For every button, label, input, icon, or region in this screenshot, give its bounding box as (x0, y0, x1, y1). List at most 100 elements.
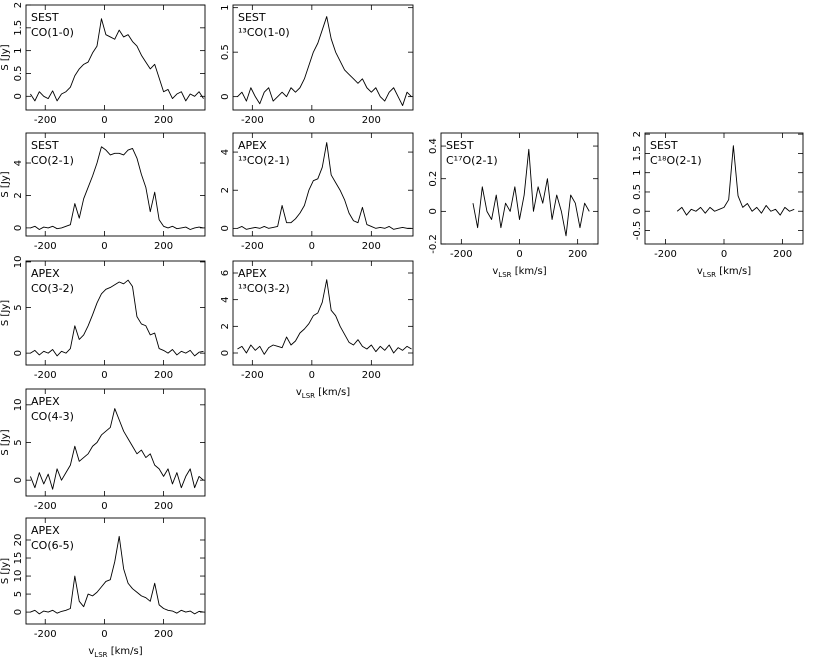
y-tick-label: 0.5 (632, 184, 643, 200)
panel-subtitle: CO(6-5) (31, 539, 74, 552)
x-tick-label: 0 (309, 115, 315, 126)
panel-subtitle: C¹⁷O(2-1) (446, 154, 498, 167)
x-tick-label: -200 (34, 115, 57, 126)
y-tick-label: 0 (220, 350, 231, 356)
x-tick-label: 0 (101, 501, 107, 512)
spectrum-line (30, 408, 204, 490)
panel-title: APEX (31, 524, 60, 537)
panel-title: APEX (238, 267, 267, 280)
x-tick-label: 200 (154, 241, 173, 252)
y-tick-label: 0.4 (428, 138, 439, 154)
plot-frame (25, 517, 206, 625)
x-tick-label: -200 (34, 629, 57, 640)
plot-frame (232, 4, 414, 111)
x-axis-label-symbol: v (296, 387, 302, 398)
panel-title: SEST (650, 139, 678, 152)
x-axis-label-unit: [km/s] (315, 387, 350, 398)
y-tick-label: 0.5 (220, 44, 231, 60)
x-tick-label: -200 (241, 370, 264, 381)
y-axis-label: S [Jy] (0, 300, 11, 326)
x-tick-label: 200 (362, 115, 381, 126)
y-tick-label: 0 (13, 93, 24, 99)
spectrum-line (472, 148, 590, 237)
plot-frame (25, 4, 206, 111)
y-tick-label: 1 (632, 170, 643, 176)
spectrum-line (237, 279, 412, 355)
spectrum-line (676, 145, 795, 216)
y-tick-label: -0.5 (632, 221, 643, 241)
x-axis-label-subscript: LSR (302, 392, 315, 400)
panel-subtitle: C¹⁸O(2-1) (650, 154, 702, 167)
y-tick-label: 0 (220, 225, 231, 231)
y-tick-label: 0 (13, 609, 24, 615)
y-tick-label: 15 (13, 552, 24, 565)
y-tick-label: -0.2 (428, 234, 439, 254)
panel: -200 0 200 0 5 10 15 20 APEX CO(6-5) S [Jy] vLSR [k… (0, 517, 206, 659)
y-tick-label: 0 (13, 225, 24, 231)
x-axis-label: vLSR [km/s] (492, 266, 546, 279)
y-tick-label: 0 (428, 208, 439, 214)
panel-title: APEX (31, 395, 60, 408)
x-tick-label: 200 (773, 249, 792, 260)
spectrum-line (30, 146, 204, 230)
x-axis-label-unit: [km/s] (108, 646, 143, 657)
x-axis-label-unit: [km/s] (716, 266, 751, 277)
x-tick-label: 200 (154, 629, 173, 640)
y-tick-label: 2 (220, 323, 231, 329)
panel: -200 0 200 0 2 4 APEX ¹³CO(2-1) (220, 132, 414, 252)
plot-frame (232, 132, 414, 237)
x-tick-label: 200 (568, 249, 587, 260)
spectrum-line (30, 535, 204, 615)
spectrum-line (237, 142, 412, 230)
y-tick-label: 0 (13, 350, 24, 356)
panel-subtitle: CO(1-0) (31, 26, 74, 39)
y-axis-label: S [Jy] (0, 171, 11, 197)
x-tick-label: 200 (154, 501, 173, 512)
panel: -200 0 200 0 5 10 APEX CO(4-3) S [Jy] (0, 388, 206, 512)
panel-title: SEST (31, 11, 59, 24)
panel: -200 0 200 -0.5 0 0.5 1 1.5 2 SEST C¹⁸O(2-1) vLSR [… (632, 131, 804, 279)
y-tick-label: 5 (13, 439, 24, 445)
x-tick-label: -200 (34, 501, 57, 512)
y-axis-label: S [Jy] (0, 44, 11, 70)
y-tick-label: 0 (632, 208, 643, 214)
x-axis-label: vLSR [km/s] (88, 646, 142, 659)
x-tick-label: 0 (516, 249, 522, 260)
x-tick-label: 200 (362, 241, 381, 252)
plot-frame (25, 132, 206, 237)
panel: -200 0 200 0 0.5 1 SEST ¹³CO(1-0) (220, 4, 414, 126)
y-tick-label: 2 (13, 192, 24, 198)
y-tick-label: 5 (13, 591, 24, 597)
x-axis-label-symbol: v (492, 266, 498, 277)
y-axis-label: S [Jy] (0, 429, 11, 455)
y-tick-label: 1 (13, 47, 24, 53)
plot-frame (25, 260, 206, 366)
y-tick-label: 0.2 (428, 171, 439, 187)
x-tick-label: 200 (154, 370, 173, 381)
y-tick-label: 10 (13, 398, 24, 411)
panel-subtitle: ¹³CO(1-0) (238, 26, 290, 39)
panel-title: SEST (238, 11, 266, 24)
y-tick-label: 2 (632, 131, 643, 137)
panel-subtitle: ¹³CO(3-2) (238, 282, 290, 295)
x-tick-label: 0 (101, 370, 107, 381)
panel-title: APEX (31, 267, 60, 280)
x-tick-label: 200 (154, 115, 173, 126)
x-tick-label: 0 (101, 115, 107, 126)
spectrum-line (30, 279, 204, 357)
y-tick-label: 4 (13, 160, 24, 166)
x-tick-label: 0 (309, 370, 315, 381)
y-tick-label: 2 (13, 2, 24, 8)
y-tick-label: 2 (220, 187, 231, 193)
panel-subtitle: ¹³CO(2-1) (238, 154, 290, 167)
x-tick-label: -200 (34, 241, 57, 252)
y-tick-label: 0 (13, 477, 24, 483)
panel-title: SEST (446, 139, 474, 152)
x-tick-label: 0 (721, 249, 727, 260)
x-axis-label-symbol: v (88, 646, 94, 657)
x-tick-label: -200 (34, 370, 57, 381)
plot-frame (232, 260, 414, 366)
x-axis-label-subscript: LSR (94, 651, 107, 659)
panel-title: APEX (238, 139, 267, 152)
